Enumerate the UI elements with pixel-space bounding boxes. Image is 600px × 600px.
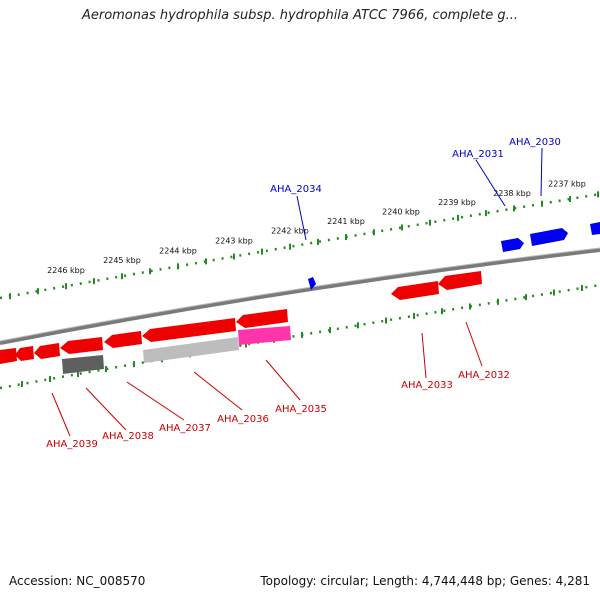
gene-arrow-AHA_2031 <box>501 238 524 252</box>
upper-major-ticks <box>9 191 599 300</box>
gene-arrow-AHA_2033 <box>391 281 439 300</box>
forward-genes <box>308 222 600 290</box>
gene-arrow-AHA_2034 <box>308 277 316 290</box>
gene-arrow-AHA_2037 <box>104 331 142 348</box>
leader-lines <box>51 147 543 437</box>
map-title: Aeromonas hydrophila subsp. hydrophila A… <box>81 8 519 23</box>
kbp-label: 2245 kbp <box>103 256 141 265</box>
gene-label-AHA_2035: AHA_2035 <box>275 404 327 415</box>
gene-label-AHA_2032: AHA_2032 <box>458 370 510 381</box>
kbp-label: 2237 kbp <box>548 180 586 189</box>
gene-label-AHA_2034: AHA_2034 <box>270 184 322 195</box>
gene-label-AHA_2039: AHA_2039 <box>46 439 98 450</box>
kbp-label: 2242 kbp <box>271 227 309 236</box>
gene-arrow-AHA_2032 <box>438 271 482 290</box>
gene-label-AHA_2030: AHA_2030 <box>509 137 561 148</box>
gene-arrow-AHA_2036 <box>142 318 236 342</box>
gene-label-AHA_2036: AHA_2036 <box>217 414 269 425</box>
kbp-label: 2244 kbp <box>159 246 197 255</box>
gene-label-AHA_2033: AHA_2033 <box>401 380 453 391</box>
gene-arrow-AHA_2035 <box>236 309 288 328</box>
feature-boxes <box>62 326 291 374</box>
feature-box-gray-light <box>143 337 239 363</box>
kbp-label: 2240 kbp <box>382 208 420 217</box>
gene-arrow-offscreen-left <box>0 348 17 364</box>
lower-tick-track <box>0 283 600 390</box>
reverse-genes <box>0 271 482 364</box>
gene-arrow-AHA_2030 <box>530 228 568 246</box>
gene-labels: AHA_2030 AHA_2031 AHA_2034 AHA_2032 AHA_… <box>46 137 561 450</box>
feature-box-magenta <box>238 326 291 345</box>
kbp-labels: 2237 kbp 2238 kbp 2239 kbp 2240 kbp 2241 kbp… <box>47 180 586 276</box>
gene-arrow-AHA_2039 <box>34 343 60 359</box>
gene-arrow-AHA_2038 <box>60 337 103 354</box>
kbp-label: 2243 kbp <box>215 236 253 245</box>
kbp-label: 2239 kbp <box>438 198 476 207</box>
summary-text: Topology: circular; Length: 4,744,448 bp… <box>260 574 590 588</box>
kbp-label: 2238 kbp <box>493 189 531 198</box>
kbp-label: 2241 kbp <box>327 217 365 226</box>
gene-arrow-offscreen <box>590 222 600 235</box>
genome-backbone <box>0 248 600 345</box>
gene-label-AHA_2031: AHA_2031 <box>452 149 504 160</box>
gene-label-AHA_2037: AHA_2037 <box>159 423 211 434</box>
upper-tick-track <box>0 192 600 300</box>
gene-label-AHA_2038: AHA_2038 <box>102 431 154 442</box>
accession-text: Accession: NC_008570 <box>9 574 146 588</box>
feature-box-gray-dark <box>62 355 104 374</box>
kbp-label: 2246 kbp <box>47 266 85 275</box>
